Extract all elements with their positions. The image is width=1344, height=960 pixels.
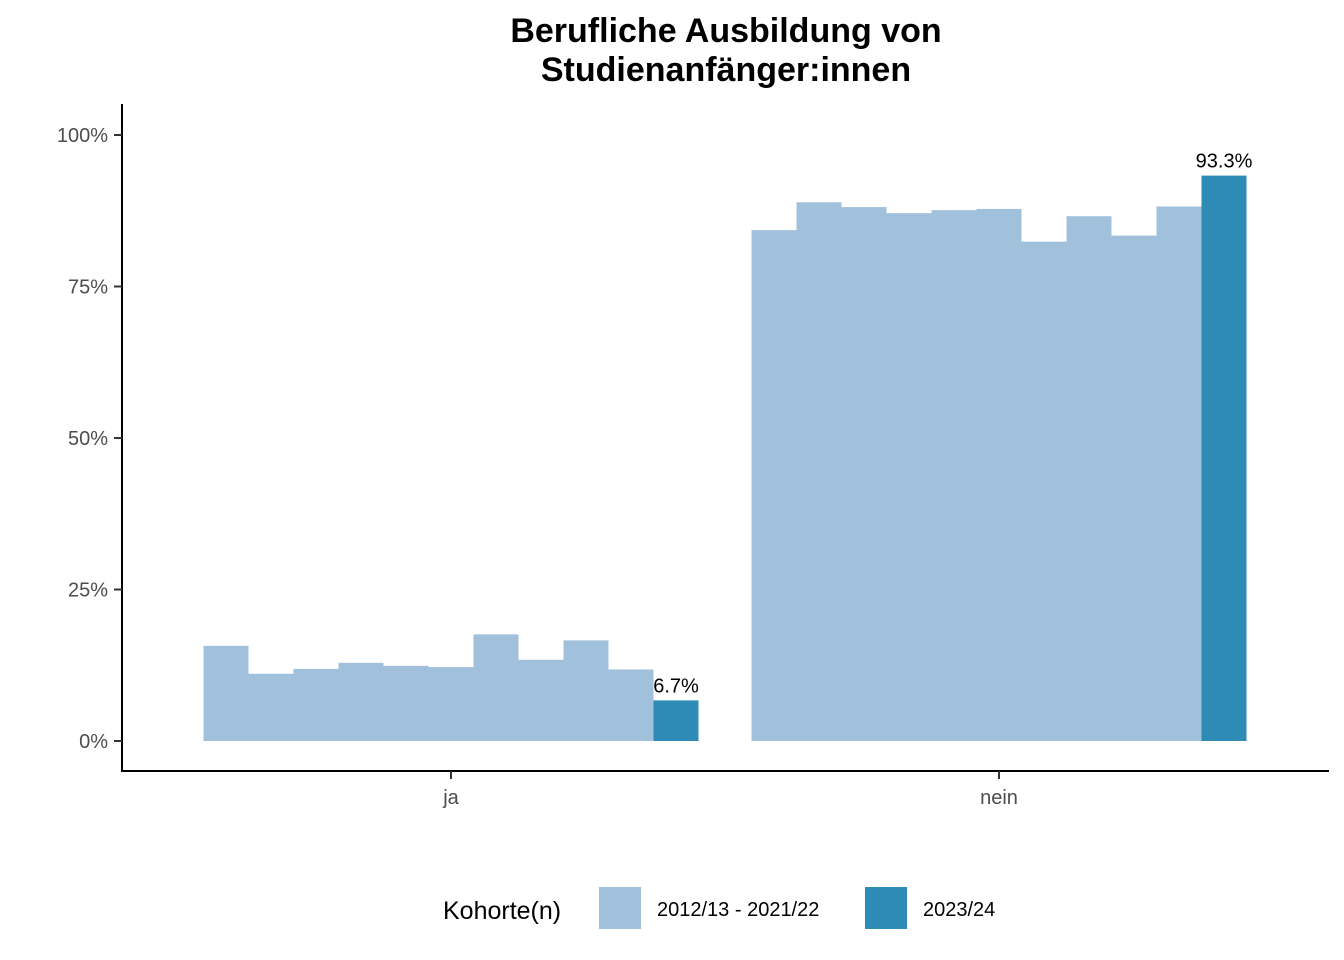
chart-title-line-2: Studienanfänger:innen <box>541 51 911 89</box>
bar-ja-2021-22 <box>608 669 654 741</box>
bar-nein-2018-19 <box>1021 241 1067 741</box>
bar-nein-2019-20 <box>1066 216 1112 741</box>
bar-nein-2023-24 <box>1201 175 1247 742</box>
y-tick-label-50pct: 50% <box>68 428 108 450</box>
y-tick-label-75pct: 75% <box>68 277 108 299</box>
bar-nein-2014-15 <box>841 207 887 742</box>
bar-ja-2016-17 <box>383 665 429 741</box>
legend: Kohorte(n) 2012/13 - 2021/22 2023/24 <box>443 887 995 929</box>
bar-ja-2013-14 <box>248 673 294 741</box>
bar-nein-2016-17 <box>931 210 977 741</box>
chart-title-line-1: Berufliche Ausbildung von <box>510 12 941 50</box>
bar-ja-2020-21 <box>563 640 609 741</box>
plot-area: 6.7% 93.3% 0% 25% 50% 75% 100% ja nein <box>57 104 1329 809</box>
data-label-ja: 6.7% <box>653 675 699 697</box>
legend-swatch-current <box>865 887 907 929</box>
y-tick-label-0pct: 0% <box>79 731 108 753</box>
data-label-nein: 93.3% <box>1196 151 1253 173</box>
bar-nein-2020-21 <box>1111 235 1157 741</box>
x-axis-ticks: ja nein <box>442 771 1018 809</box>
bar-ja-2015-16 <box>338 662 384 741</box>
bar-ja-2017-18 <box>428 667 474 741</box>
x-tick-label-nein: nein <box>980 787 1018 809</box>
legend-title: Kohorte(n) <box>443 897 561 925</box>
x-tick-label-ja: ja <box>442 787 459 809</box>
y-axis-ticks: 0% 25% 50% 75% 100% <box>57 125 122 753</box>
bar-ja-2019-20 <box>518 659 564 741</box>
bar-nein-2013-14 <box>796 202 842 741</box>
legend-label-current: 2023/24 <box>923 899 995 921</box>
bars-group <box>203 175 1247 742</box>
bar-nein-2021-22 <box>1156 206 1202 741</box>
bar-ja-2012-13 <box>203 645 249 741</box>
data-labels-group: 6.7% 93.3% <box>653 151 1252 698</box>
bar-nein-2017-18 <box>976 208 1022 741</box>
bar-nein-2015-16 <box>886 213 932 742</box>
y-tick-label-25pct: 25% <box>68 580 108 602</box>
bar-ja-2023-24 <box>653 700 699 741</box>
bar-ja-2014-15 <box>293 668 339 741</box>
bar-nein-2012-13 <box>751 230 797 741</box>
bar-ja-2018-19 <box>473 634 519 741</box>
legend-label-historical: 2012/13 - 2021/22 <box>657 899 819 921</box>
legend-swatch-historical <box>599 887 641 929</box>
y-tick-label-100pct: 100% <box>57 125 108 147</box>
